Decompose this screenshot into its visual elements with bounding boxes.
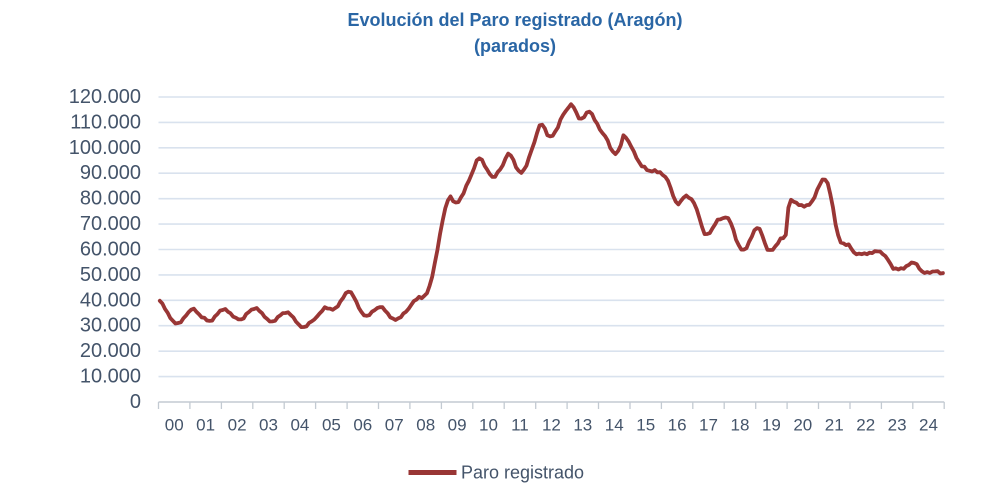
svg-text:01: 01: [196, 416, 215, 435]
svg-text:30.000: 30.000: [80, 315, 141, 337]
svg-text:70.000: 70.000: [80, 213, 141, 235]
svg-text:20: 20: [793, 416, 812, 435]
svg-text:Paro registrado: Paro registrado: [461, 463, 584, 483]
svg-text:07: 07: [385, 416, 404, 435]
svg-text:16: 16: [668, 416, 687, 435]
svg-text:04: 04: [290, 416, 309, 435]
svg-text:02: 02: [228, 416, 247, 435]
svg-text:05: 05: [322, 416, 341, 435]
svg-text:40.000: 40.000: [80, 289, 141, 311]
svg-text:100.000: 100.000: [69, 137, 141, 159]
svg-text:08: 08: [416, 416, 435, 435]
svg-text:110.000: 110.000: [70, 111, 141, 133]
svg-text:Evolución del Paro registrado: Evolución del Paro registrado (Aragón): [347, 10, 682, 30]
svg-text:22: 22: [856, 416, 875, 435]
svg-text:23: 23: [888, 416, 907, 435]
svg-text:21: 21: [825, 416, 844, 435]
svg-text:19: 19: [762, 416, 781, 435]
svg-text:50.000: 50.000: [80, 264, 141, 286]
svg-text:20.000: 20.000: [80, 340, 141, 362]
svg-text:11: 11: [511, 416, 529, 435]
svg-text:18: 18: [731, 416, 750, 435]
svg-text:0: 0: [130, 391, 141, 413]
svg-text:24: 24: [919, 416, 938, 435]
svg-text:10.000: 10.000: [80, 366, 141, 388]
svg-text:90.000: 90.000: [80, 162, 141, 184]
svg-text:06: 06: [353, 416, 372, 435]
svg-text:13: 13: [573, 416, 592, 435]
svg-text:00: 00: [165, 416, 184, 435]
svg-text:80.000: 80.000: [80, 188, 141, 210]
svg-text:120.000: 120.000: [69, 86, 141, 108]
svg-text:(parados): (parados): [474, 36, 556, 56]
svg-text:03: 03: [259, 416, 278, 435]
svg-text:17: 17: [699, 416, 718, 435]
svg-text:14: 14: [605, 416, 624, 435]
svg-text:12: 12: [542, 416, 561, 435]
svg-text:15: 15: [636, 416, 655, 435]
svg-text:09: 09: [448, 416, 467, 435]
svg-text:60.000: 60.000: [80, 239, 141, 261]
svg-text:10: 10: [479, 416, 498, 435]
